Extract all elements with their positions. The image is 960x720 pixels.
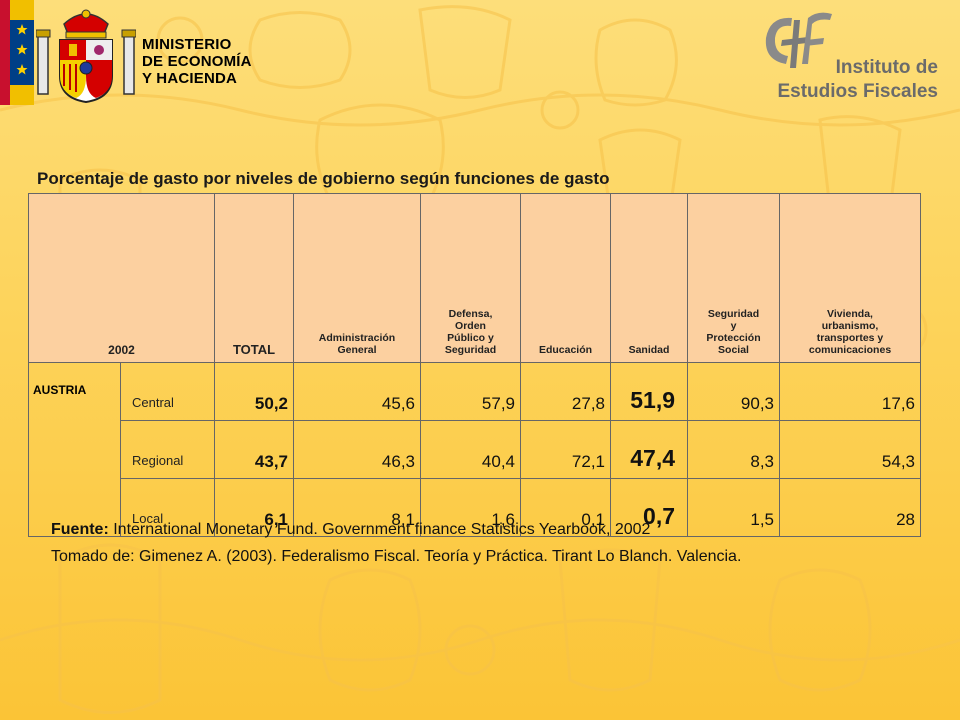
spending-table: 2002 TOTAL Administración General Defens… [27,193,922,537]
header-defensa-line-2: Orden [455,320,486,332]
ministry-line-1: MINISTERIO [142,36,232,53]
source-text: International Monetary Fund. Government … [108,521,651,538]
sanidad-cell: 0,7 [610,478,689,537]
header-seguridad-social: Seguridad y Protección Social [687,193,781,363]
header-ss-line-4: Social [718,344,749,356]
sources-block: Fuente: International Monetary Fund. Gov… [51,516,741,570]
country-cell: AUSTRIA [28,362,121,537]
sanidad-cell: 51,9 [610,362,689,421]
educacion-cell: 27,8 [520,362,612,421]
header-admin-line-1: Administración [318,332,396,344]
defensa-cell: 1,6 [420,478,522,537]
header-educacion: Educación [520,193,612,363]
flag-stars-icon [10,20,34,85]
level-cell: Regional [119,420,216,479]
seguridad-social-cell: 1,5 [687,478,781,537]
sanidad-cell: 47,4 [610,420,689,479]
vivienda-cell: 28 [779,478,922,537]
level-cell: Central [119,362,216,421]
header-viv-line-3: transportes y [816,332,884,344]
header-viv-line-4: comunicaciones [808,344,892,356]
header-ss-line-1: Seguridad [707,308,760,320]
source-label: Fuente: [51,521,109,538]
defensa-cell: 40,4 [420,420,522,479]
total-cell: 50,2 [214,362,295,421]
total-cell: 6,1 [214,478,295,537]
admin-cell: 46,3 [293,420,422,479]
header-year: 2002 [27,193,216,363]
educacion-cell: 0,1 [520,478,612,537]
spain-flag [0,0,34,105]
table-row: Regional 43,7 46,3 40,4 72,1 47,4 8,3 54… [29,420,922,479]
admin-cell: 8,1 [293,478,422,537]
header-defensa: Defensa, Orden Público y Seguridad [420,193,522,363]
table-header-row: 2002 TOTAL Administración General Defens… [27,193,922,363]
vivienda-cell: 17,6 [779,362,922,421]
header-admin-line-2: General [337,344,377,356]
taken-from-line: Tomado de: Gimenez A. (2003). Federalism… [51,548,742,565]
table-row: AUSTRIA Central 50,2 45,6 57,9 27,8 51,9… [28,362,922,537]
header-viv-line-2: urbanismo, [821,320,879,332]
vivienda-cell: 54,3 [779,420,922,479]
spain-coat-of-arms-icon [36,9,136,104]
header-ss-line-2: y [730,320,737,332]
level-cell: Local [119,478,216,537]
ief-logo-icon [765,12,832,68]
admin-cell: 45,6 [293,362,422,421]
header-vivienda: Vivienda, urbanismo, transportes y comun… [779,193,922,363]
seguridad-social-cell: 90,3 [687,362,781,421]
institute-name: Instituto de Estudios Fiscales [777,56,938,104]
header-defensa-line-3: Público y [447,332,494,344]
total-cell: 43,7 [214,420,295,479]
header-defensa-line-1: Defensa, [448,308,493,320]
header-viv-line-1: Vivienda, [827,308,873,320]
header-administracion: Administración General [293,193,422,363]
header-ss-line-3: Protección [706,332,761,344]
institute-line-1: Instituto de [835,57,938,78]
seguridad-social-cell: 8,3 [687,420,781,479]
header-defensa-line-4: Seguridad [444,344,497,356]
defensa-cell: 57,9 [420,362,522,421]
table-row: Local 6,1 8,1 1,6 0,1 0,7 1,5 28 [29,478,922,537]
ministry-line-3: Y HACIENDA [142,70,238,87]
ministry-line-2: DE ECONOMÍA [142,53,252,70]
institute-line-2: Estudios Fiscales [777,81,938,102]
ministry-name: MINISTERIO DE ECONOMÍA Y HACIENDA [142,36,252,87]
educacion-cell: 72,1 [520,420,612,479]
page-title: Porcentaje de gasto por niveles de gobie… [37,169,610,188]
header-total: TOTAL [214,193,295,363]
header-sanidad: Sanidad [610,193,689,363]
source-line: Fuente: International Monetary Fund. Gov… [51,516,741,543]
